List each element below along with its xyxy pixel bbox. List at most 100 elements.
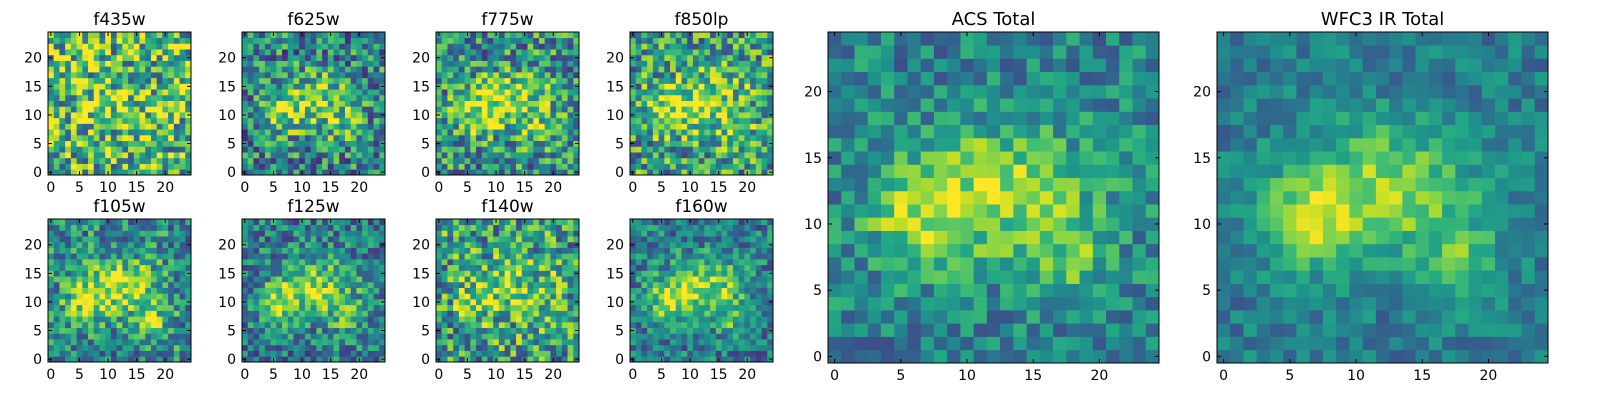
pixel-cell — [304, 83, 311, 90]
pixel-cell — [675, 163, 682, 170]
pixel-cell — [259, 157, 266, 164]
pixel-cell — [704, 316, 711, 323]
pixel-cell — [635, 146, 642, 153]
pixel-cell — [464, 123, 471, 130]
pixel-cell — [362, 259, 369, 266]
pixel-cell — [744, 281, 751, 288]
pixel-cell — [93, 60, 100, 67]
pixel-cell — [128, 293, 135, 300]
pixel-cell — [304, 100, 311, 107]
pixel-cell — [53, 169, 60, 176]
pixel-cell — [641, 49, 648, 56]
pixel-cell — [327, 253, 334, 260]
pixel-cell — [310, 321, 317, 329]
pixel-cell — [767, 304, 774, 311]
pixel-cell — [333, 299, 340, 306]
pixel-cell — [128, 100, 135, 107]
pixel-cell — [362, 276, 369, 283]
pixel-cell — [145, 106, 152, 113]
pixel-cell — [48, 94, 55, 101]
pixel-cell — [367, 60, 374, 67]
pixel-cell — [544, 89, 551, 96]
pixel-cell — [550, 89, 557, 96]
pixel-cell — [698, 276, 705, 283]
pixel-cell — [373, 333, 380, 340]
pixel-cell — [105, 134, 112, 142]
pixel-cell — [53, 66, 60, 73]
pixel-cell — [447, 299, 454, 306]
pixel-cell — [322, 316, 329, 323]
pixel-cell — [658, 117, 665, 124]
pixel-cell — [276, 339, 283, 346]
pixel-cell — [105, 140, 112, 147]
pixel-cell — [641, 356, 648, 363]
pixel-cell — [498, 339, 505, 346]
pixel-cell — [362, 169, 369, 176]
pixel-cell — [675, 327, 682, 334]
pixel-cell — [464, 129, 471, 136]
pixel-cell — [367, 77, 374, 84]
pixel-cell — [128, 72, 135, 79]
pixel-cell — [110, 117, 117, 124]
pixel-cell — [173, 129, 180, 136]
pixel-cell — [53, 316, 60, 323]
pixel-cell — [550, 54, 557, 61]
pixel-cell — [287, 77, 294, 84]
pixel-cell — [299, 299, 306, 306]
pixel-cell — [727, 169, 734, 176]
pixel-cell — [76, 77, 83, 84]
pixel-cell — [253, 43, 260, 50]
pixel-cell — [436, 72, 443, 79]
pixel-cell — [441, 356, 448, 363]
pixel-cell — [76, 310, 83, 317]
pixel-cell — [282, 146, 289, 153]
pixel-cell — [453, 327, 460, 334]
pixel-cell — [76, 146, 83, 153]
pixel-cell — [675, 129, 682, 136]
pixel-cell — [168, 152, 175, 159]
pixel-cell — [504, 54, 511, 61]
pixel-cell — [664, 270, 671, 277]
pixel-cell — [675, 321, 682, 329]
pixel-cell — [767, 293, 774, 300]
pixel-cell — [527, 247, 534, 254]
pixel-cell — [173, 241, 180, 248]
pixel-cell — [675, 287, 682, 294]
pixel-cell — [93, 259, 100, 266]
pixel-cell — [53, 123, 60, 130]
pixel-cell — [139, 140, 146, 147]
pixel-cell — [367, 276, 374, 283]
pixel-cell — [110, 134, 117, 142]
pixel-cell — [458, 129, 465, 136]
pixel-cell — [641, 163, 648, 170]
pixel-cell — [635, 339, 642, 346]
pixel-cell — [110, 287, 117, 294]
pixel-cell — [139, 66, 146, 73]
pixel-cell — [362, 100, 369, 107]
pixel-cell — [635, 276, 642, 283]
pixel-cell — [556, 54, 563, 61]
pixel-cell — [179, 247, 186, 254]
pixel-cell — [373, 259, 380, 266]
pixel-cell — [65, 304, 72, 311]
pixel-cell — [133, 72, 140, 79]
pixel-cell — [168, 66, 175, 73]
pixel-cell — [487, 327, 494, 334]
pixel-cell — [270, 344, 277, 351]
pixel-cell — [259, 356, 266, 363]
pixel-cell — [750, 157, 757, 164]
pixel-cell — [761, 356, 768, 363]
pixel-cell — [48, 89, 55, 96]
pixel-cell — [561, 77, 568, 84]
pixel-cell — [755, 152, 762, 159]
pixel-cell — [367, 134, 374, 142]
pixel-cell — [761, 169, 768, 176]
pixel-cell — [276, 157, 283, 164]
pixel-cell — [464, 72, 471, 79]
pixel-cell — [698, 270, 705, 277]
pixel-cell — [658, 106, 665, 113]
pixel-cell — [470, 43, 477, 50]
x-tick-label: 15 — [516, 367, 534, 383]
pixel-cell — [510, 224, 517, 231]
pixel-cell — [379, 32, 386, 39]
